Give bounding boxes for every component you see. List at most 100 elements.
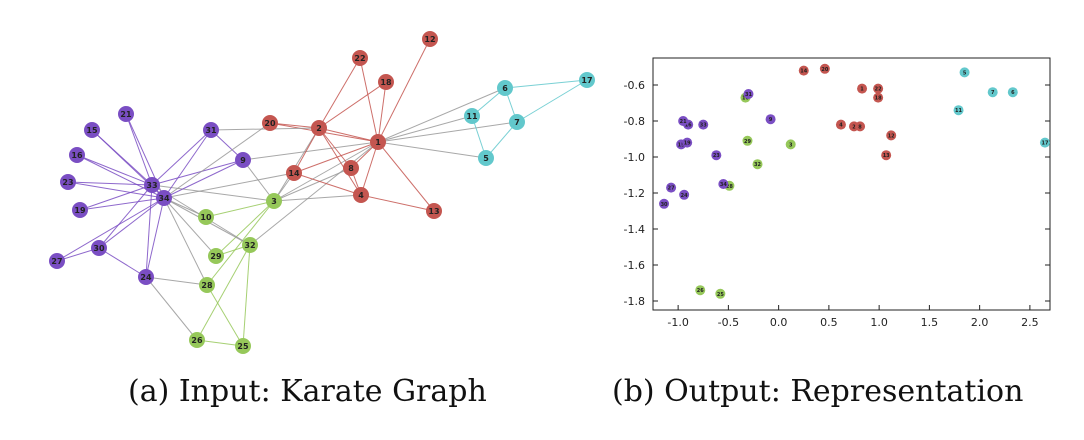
graph-node-label: 24 <box>140 273 152 282</box>
graph-node-label: 16 <box>71 151 83 160</box>
graph-node-9: 9 <box>235 152 251 168</box>
graph-edge-3-10 <box>205 200 275 218</box>
scatter-point-marker <box>886 130 897 141</box>
graph-node-label: 6 <box>502 84 508 93</box>
graph-node-12: 12 <box>422 31 438 47</box>
scatter-point-label: 22 <box>875 87 882 93</box>
graph-edge-29-34 <box>163 197 217 257</box>
scatter-point-marker <box>765 114 776 125</box>
graph-edge-24-28 <box>145 276 208 286</box>
scatter-point-marker <box>711 150 722 161</box>
scatter-point-marker <box>987 87 998 98</box>
graph-edge-1-32 <box>249 141 379 246</box>
graph-edge-28-34 <box>163 197 208 286</box>
graph-edge-1-4 <box>360 141 379 196</box>
scatter-point-26: 26 <box>695 285 706 296</box>
scatter-point-label: 15 <box>678 142 685 148</box>
scatter-point-label: 25 <box>717 292 724 298</box>
graph-node-19: 19 <box>72 202 88 218</box>
scatter-point-label: 31 <box>745 92 752 98</box>
graph-node-3: 3 <box>266 193 282 209</box>
graph-node-circle <box>242 237 258 253</box>
graph-node-circle <box>60 174 76 190</box>
graph-edge-4-13 <box>360 194 435 212</box>
graph-node-circle <box>422 31 438 47</box>
graph-edge-19-34 <box>79 197 165 211</box>
graph-edge-2-4 <box>318 127 362 196</box>
graph-node-circle <box>579 72 595 88</box>
scatter-point-27: 27 <box>666 182 677 193</box>
scatter-point-label: 23 <box>713 153 720 159</box>
scatter-point-label: 26 <box>697 288 704 294</box>
y-tick-label: -1.4 <box>624 223 645 236</box>
graph-edge-21-33 <box>125 113 153 186</box>
graph-edge-3-33 <box>151 184 275 202</box>
graph-node-16: 16 <box>69 147 85 163</box>
graph-node-10: 10 <box>198 209 214 225</box>
caption-output-representation: (b) Output: Representation <box>612 374 1024 409</box>
graph-edge-24-34 <box>145 197 165 278</box>
scatter-point-label: 30 <box>661 202 668 208</box>
scatter-point-label: 28 <box>726 184 733 190</box>
graph-edge-1-18 <box>377 81 387 143</box>
scatter-point-6: 6 <box>1007 87 1018 98</box>
graph-node-circle <box>49 253 65 269</box>
scatter-point-label: 9 <box>769 117 773 123</box>
scatter-point-17: 17 <box>1039 137 1050 148</box>
graph-node-13: 13 <box>426 203 442 219</box>
scatter-points: 1234567891011121314151617181920212223242… <box>659 63 1050 299</box>
graph-node-2: 2 <box>311 120 327 136</box>
scatter-point-label: 5 <box>963 70 967 76</box>
graph-edge-24-33 <box>145 184 153 278</box>
scatter-point-marker <box>695 285 706 296</box>
graph-node-circle <box>262 115 278 131</box>
graph-node-label: 11 <box>466 112 478 121</box>
graph-edge-16-33 <box>76 154 153 186</box>
scatter-point-8: 8 <box>855 121 866 132</box>
graph-node-5: 5 <box>478 150 494 166</box>
graph-node-circle <box>199 277 215 293</box>
graph-edge-1-12 <box>377 38 431 143</box>
graph-node-circle <box>352 50 368 66</box>
scatter-point-label: 32 <box>754 162 761 168</box>
graph-edge-1-3 <box>273 141 379 202</box>
graph-edge-3-29 <box>215 200 275 257</box>
scatter-point-label: 13 <box>883 153 890 159</box>
scatter-point-22: 22 <box>873 83 884 94</box>
scatter-point-3: 3 <box>785 139 796 150</box>
graph-node-circle <box>235 338 251 354</box>
scatter-point-marker <box>682 137 693 148</box>
scatter-point-marker <box>953 105 964 116</box>
graph-node-circle <box>478 150 494 166</box>
graph-node-29: 29 <box>208 248 224 264</box>
scatter-point-label: 27 <box>668 186 675 192</box>
graph-node-30: 30 <box>91 240 107 256</box>
graph-edge-19-33 <box>79 184 153 211</box>
graph-node-circle <box>266 193 282 209</box>
scatter-point-9: 9 <box>765 114 776 125</box>
scatter-point-marker <box>659 198 670 209</box>
graph-node-6: 6 <box>497 80 513 96</box>
graph-node-label: 5 <box>483 154 489 163</box>
graph-edge-24-26 <box>145 276 198 341</box>
graph-node-7: 7 <box>509 114 525 130</box>
y-tick-label: -1.6 <box>624 259 645 272</box>
scatter-point-label: 34 <box>720 182 727 188</box>
scatter-point-marker <box>873 92 884 103</box>
graph-edge-1-7 <box>377 121 518 143</box>
graph-edge-1-5 <box>377 141 487 159</box>
graph-edge-2-3 <box>273 127 320 202</box>
graph-node-circle <box>144 177 160 193</box>
graph-edge-25-32 <box>242 244 251 347</box>
graph-node-label: 14 <box>288 169 300 178</box>
graph-node-28: 28 <box>199 277 215 293</box>
graph-edge-25-28 <box>206 284 244 347</box>
graph-node-label: 25 <box>237 342 249 351</box>
scatter-point-34: 34 <box>718 179 729 189</box>
graph-edge-7-17 <box>516 79 588 123</box>
scatter-point-label: 14 <box>800 69 807 75</box>
scatter-point-marker <box>835 119 846 130</box>
scatter-point-18: 18 <box>873 92 884 103</box>
graph-node-circle <box>91 240 107 256</box>
graph-node-label: 19 <box>74 206 86 215</box>
